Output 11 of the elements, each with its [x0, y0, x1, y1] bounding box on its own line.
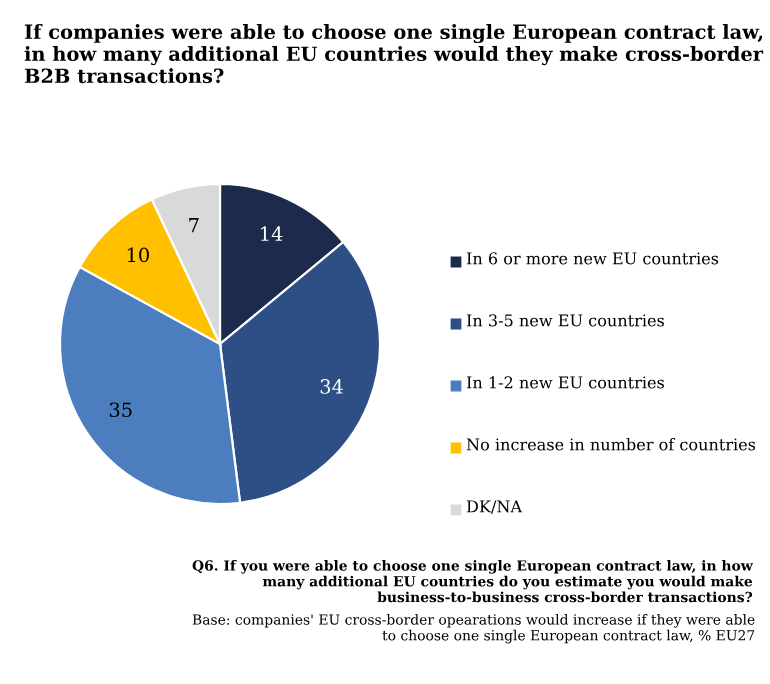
legend-label: In 3-5 new EU countries: [466, 314, 664, 327]
legend-label: No increase in number of countries: [466, 438, 756, 451]
legend-label: In 1-2 new EU countries: [466, 376, 664, 389]
legend-label: DK/NA: [466, 500, 523, 514]
data-label: 34: [320, 379, 343, 394]
data-label: 7: [189, 218, 199, 233]
data-label: 10: [127, 247, 149, 263]
chart-title: If companies were able to choose one single European contract law, in how many additional EU countries would they make cross-border B2B transactions?: [24, 24, 764, 84]
data-label: 35: [109, 402, 132, 418]
legend-label: In 6 or more new EU countries: [466, 252, 719, 265]
data-label: 14: [261, 226, 283, 241]
